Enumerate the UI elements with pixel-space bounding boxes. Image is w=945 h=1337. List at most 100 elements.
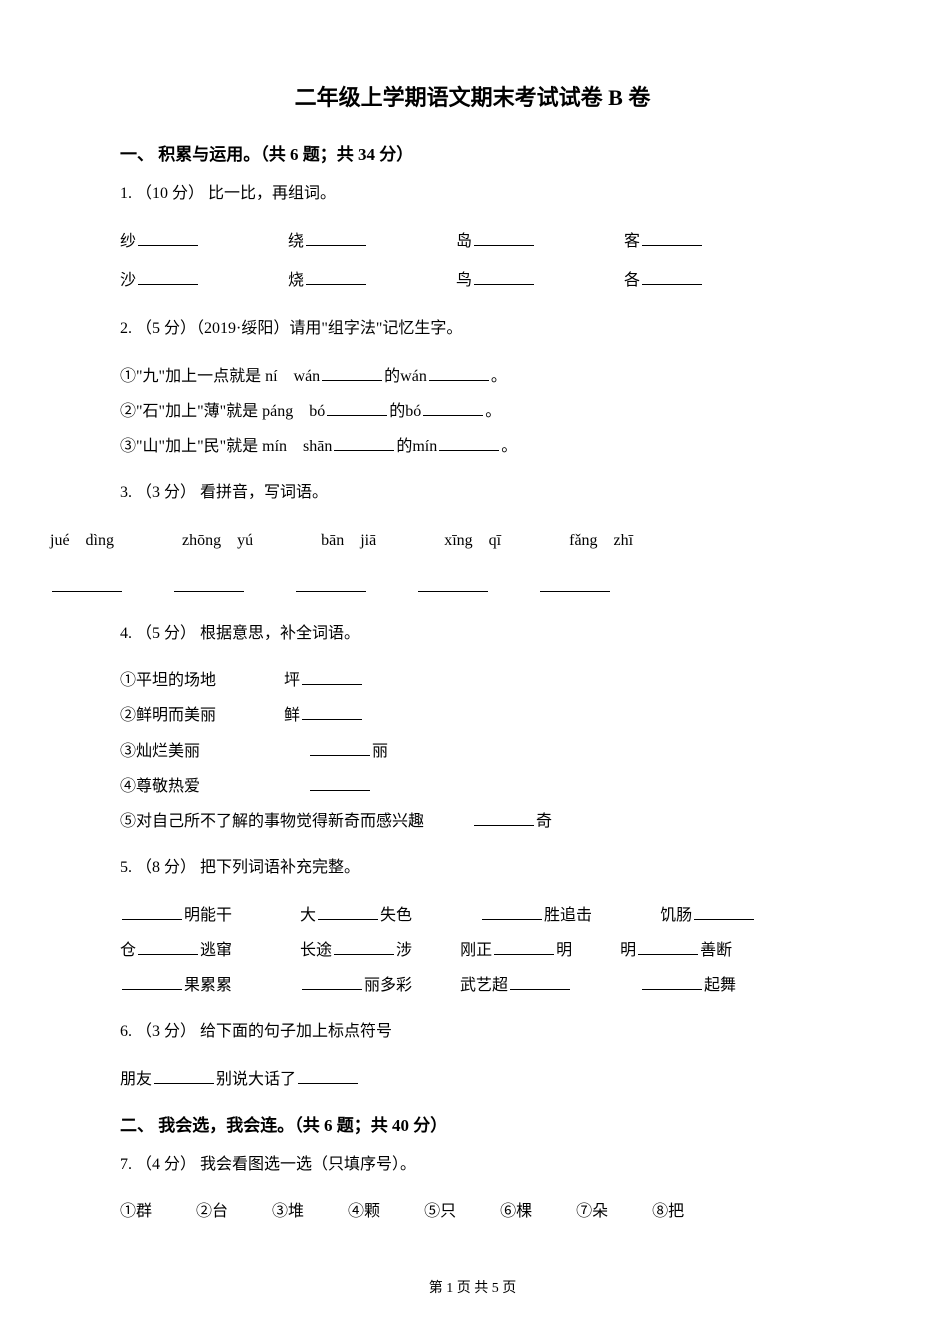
q7-o3: ③堆 bbox=[272, 1203, 304, 1220]
q5-w6b: 涉 bbox=[396, 942, 412, 959]
q4-l2a: ②鲜明而美丽 bbox=[120, 707, 216, 724]
blank[interactable] bbox=[642, 269, 702, 285]
blank[interactable] bbox=[474, 269, 534, 285]
section-2-header: 二、 我会选，我会连。（共 6 题；共 40 分） bbox=[50, 1111, 895, 1136]
blank[interactable] bbox=[334, 435, 394, 451]
q1-row2: 沙 烧 鸟 各 bbox=[50, 262, 895, 300]
blank[interactable] bbox=[474, 230, 534, 246]
blank[interactable] bbox=[482, 904, 542, 920]
blank[interactable] bbox=[540, 576, 610, 592]
q4-l4: ④尊敬热爱 bbox=[50, 769, 895, 804]
q4-prompt: 4. （5 分） 根据意思，补全词语。 bbox=[50, 619, 895, 649]
section-1-header: 一、 积累与运用。（共 6 题；共 34 分） bbox=[50, 140, 895, 165]
blank[interactable] bbox=[642, 230, 702, 246]
q5-w2b: 失色 bbox=[380, 907, 412, 924]
q5-w2a: 大 bbox=[300, 907, 316, 924]
q2-l1a: ①"九"加上一点就是 ní wán bbox=[120, 368, 320, 385]
q2-l1b: 的wán bbox=[384, 368, 427, 385]
blank[interactable] bbox=[302, 704, 362, 720]
q1-r1c1: 纱 bbox=[120, 233, 136, 250]
q4-l3: ③灿烂美丽 丽 bbox=[50, 734, 895, 769]
blank[interactable] bbox=[318, 904, 378, 920]
q7-prompt: 7. （4 分） 我会看图选一选（只填序号）。 bbox=[50, 1150, 895, 1180]
blank[interactable] bbox=[322, 365, 382, 381]
q4-l5a: ⑤对自己所不了解的事物觉得新奇而感兴趣 bbox=[120, 813, 424, 830]
blank[interactable] bbox=[439, 435, 499, 451]
q2-l3b: 的mín bbox=[396, 438, 437, 455]
q3-py2: zhōng yú bbox=[182, 532, 253, 549]
blank[interactable] bbox=[174, 576, 244, 592]
q3-prompt: 3. （3 分） 看拼音，写词语。 bbox=[50, 478, 895, 508]
blank[interactable] bbox=[302, 669, 362, 685]
blank[interactable] bbox=[418, 576, 488, 592]
blank[interactable] bbox=[327, 400, 387, 416]
q4-l2b: 鲜 bbox=[284, 707, 300, 724]
blank[interactable] bbox=[306, 230, 366, 246]
q4-l1: ①平坦的场地 坪 bbox=[50, 663, 895, 698]
blank[interactable] bbox=[302, 974, 362, 990]
blank[interactable] bbox=[306, 269, 366, 285]
q2-l3c: 。 bbox=[501, 438, 517, 455]
q4-l1b: 坪 bbox=[284, 672, 300, 689]
blank[interactable] bbox=[423, 400, 483, 416]
blank[interactable] bbox=[296, 576, 366, 592]
q5-w7a: 刚正 bbox=[460, 942, 492, 959]
blank[interactable] bbox=[642, 974, 702, 990]
q7-o2: ②台 bbox=[196, 1203, 228, 1220]
q5-w6a: 长途 bbox=[300, 942, 332, 959]
q1-row1: 纱 绕 岛 客 bbox=[50, 223, 895, 261]
q5-w12a: 起舞 bbox=[704, 977, 736, 994]
q2-line1: ①"九"加上一点就是 ní wán的wán。 bbox=[50, 359, 895, 394]
q1-r2c2: 烧 bbox=[288, 272, 304, 289]
q5-w11a: 武艺超 bbox=[460, 977, 508, 994]
q5-w8a: 明 bbox=[620, 942, 636, 959]
page-footer: 第 1 页 共 5 页 bbox=[0, 1277, 945, 1297]
q2-l2b: 的bó bbox=[389, 403, 421, 420]
q1-r1c4: 客 bbox=[624, 233, 640, 250]
q5-row2: 仓逃窜 长途涉 刚正明 明善断 bbox=[50, 933, 895, 968]
q5-w1a: 明能干 bbox=[184, 907, 232, 924]
q2-line2: ②"石"加上"薄"就是 páng bó的bó。 bbox=[50, 394, 895, 429]
q5-w3a: 胜追击 bbox=[544, 907, 592, 924]
blank[interactable] bbox=[52, 576, 122, 592]
q4-l1a: ①平坦的场地 bbox=[120, 672, 216, 689]
blank[interactable] bbox=[429, 365, 489, 381]
q4-l5b: 奇 bbox=[536, 813, 552, 830]
q5-w8b: 善断 bbox=[700, 942, 732, 959]
q4-l3b: 丽 bbox=[372, 743, 388, 760]
q6-t2: 别说大话了 bbox=[216, 1071, 296, 1088]
q3-py1: jué dìng bbox=[50, 532, 114, 549]
blank[interactable] bbox=[638, 939, 698, 955]
q6-prompt: 6. （3 分） 给下面的句子加上标点符号 bbox=[50, 1017, 895, 1047]
blank[interactable] bbox=[154, 1068, 214, 1084]
blank[interactable] bbox=[474, 810, 534, 826]
blank[interactable] bbox=[138, 269, 198, 285]
q5-row1: 明能干 大 失色 胜追击 饥肠 bbox=[50, 898, 895, 933]
blank[interactable] bbox=[510, 974, 570, 990]
q2-l2c: 。 bbox=[485, 403, 501, 420]
q7-o8: ⑧把 bbox=[652, 1203, 684, 1220]
blank[interactable] bbox=[298, 1068, 358, 1084]
q7-o5: ⑤只 bbox=[424, 1203, 456, 1220]
blank[interactable] bbox=[122, 904, 182, 920]
q1-r1c3: 岛 bbox=[456, 233, 472, 250]
q3-py4: xīng qī bbox=[444, 532, 501, 549]
q6-t1: 朋友 bbox=[120, 1071, 152, 1088]
q2-prompt: 2. （5 分）（2019·绥阳）请用"组字法"记忆生字。 bbox=[50, 314, 895, 344]
blank[interactable] bbox=[494, 939, 554, 955]
q5-w7b: 明 bbox=[556, 942, 572, 959]
blank[interactable] bbox=[138, 939, 198, 955]
blank[interactable] bbox=[310, 740, 370, 756]
q4-l5: ⑤对自己所不了解的事物觉得新奇而感兴趣 奇 bbox=[50, 804, 895, 839]
blank[interactable] bbox=[310, 775, 370, 791]
q1-r2c3: 鸟 bbox=[456, 272, 472, 289]
blank[interactable] bbox=[138, 230, 198, 246]
q5-w5b: 逃窜 bbox=[200, 942, 232, 959]
q5-w4a: 饥肠 bbox=[660, 907, 692, 924]
q3-pinyin: jué dìng zhōng yú bān jiā xīng qī fǎng z… bbox=[50, 523, 895, 558]
q2-l3a: ③"山"加上"民"就是 mín shān bbox=[120, 438, 332, 455]
q7-o6: ⑥棵 bbox=[500, 1203, 532, 1220]
blank[interactable] bbox=[334, 939, 394, 955]
blank[interactable] bbox=[122, 974, 182, 990]
blank[interactable] bbox=[694, 904, 754, 920]
